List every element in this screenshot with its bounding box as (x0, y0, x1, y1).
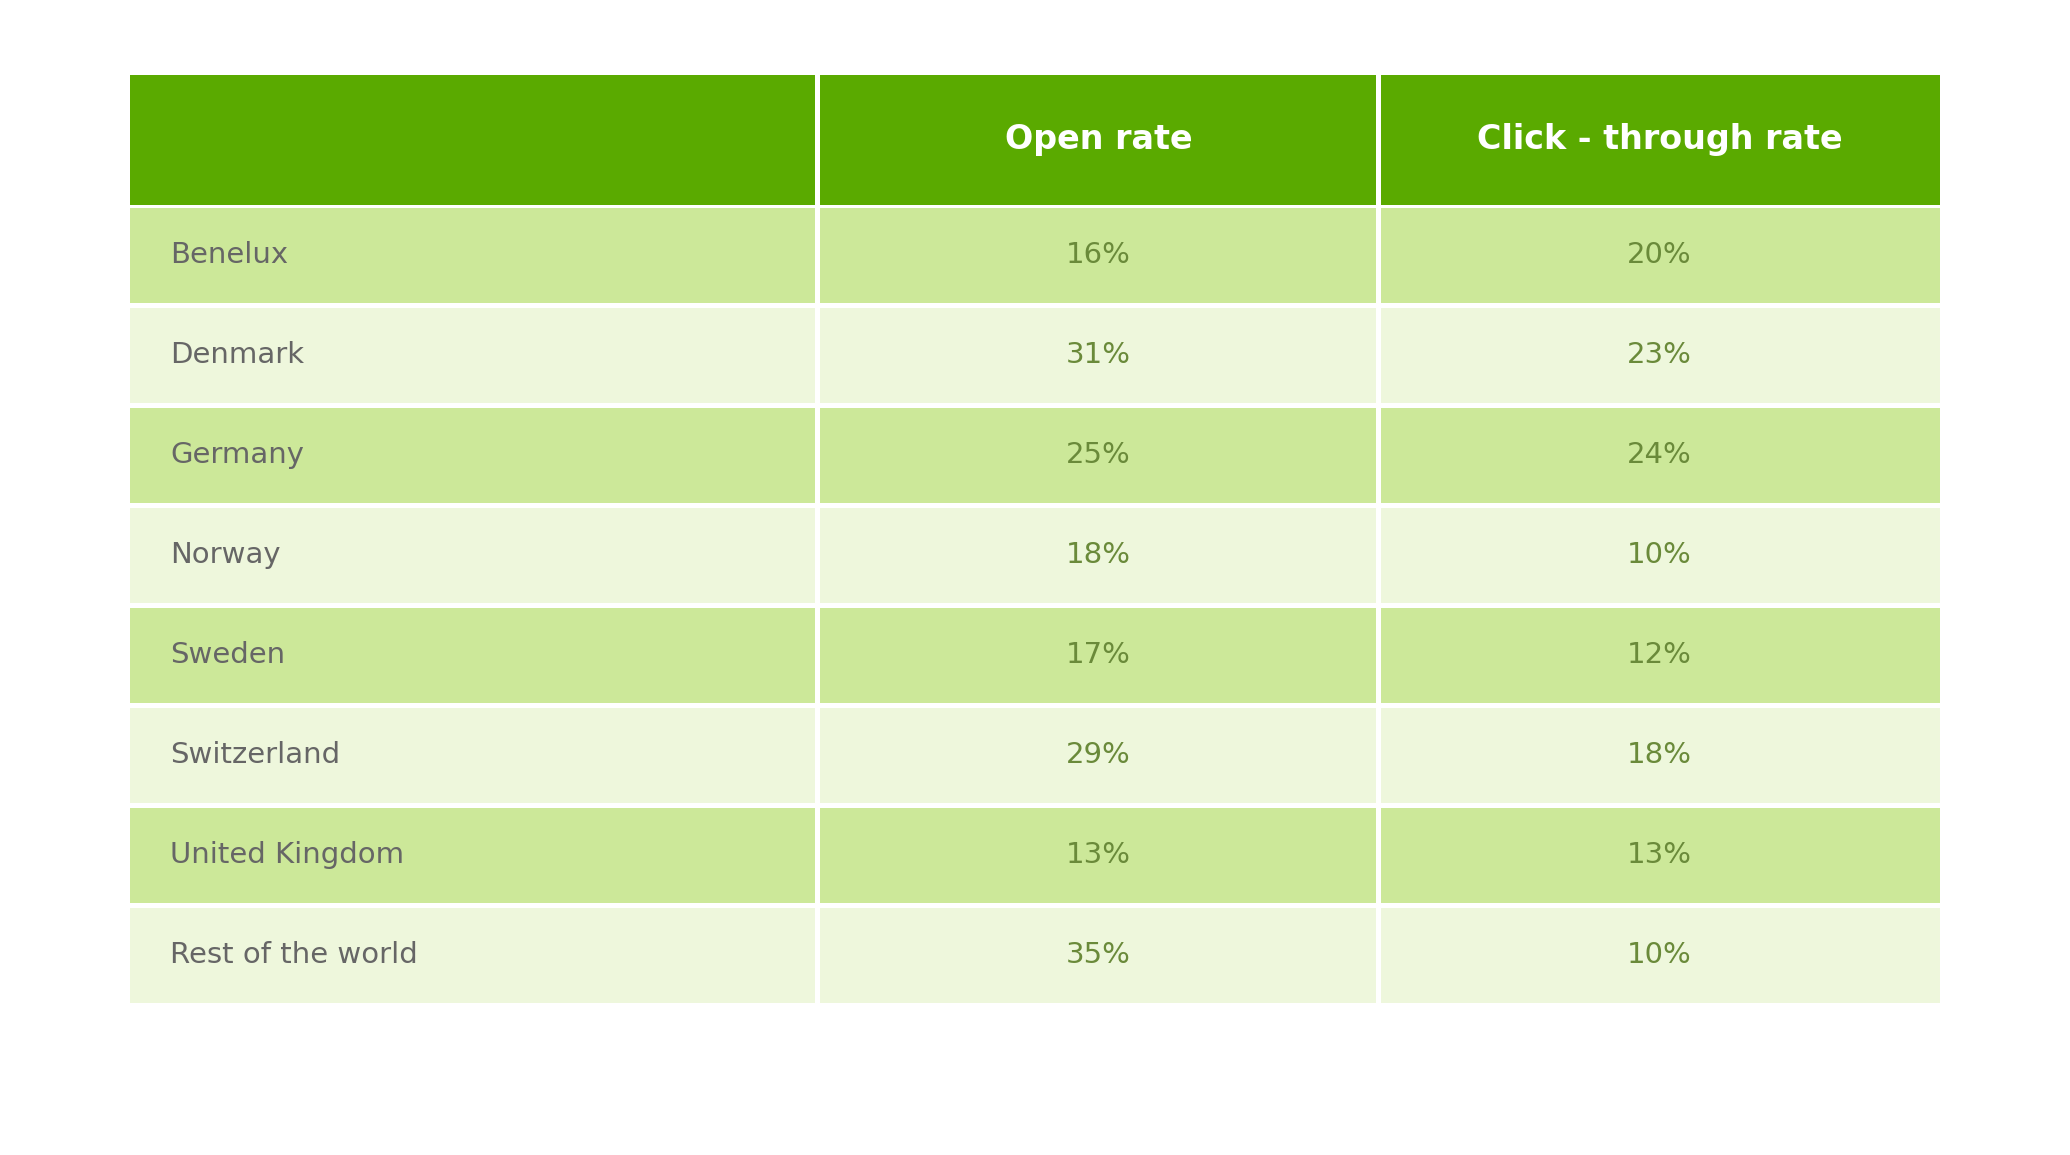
Bar (1379, 75, 1940, 204)
Bar (130, 608, 818, 702)
Bar (818, 608, 1379, 702)
Bar (816, 708, 820, 803)
Bar (1377, 708, 1381, 803)
Bar (130, 208, 818, 303)
Bar (1379, 908, 1940, 1003)
Text: United Kingdom: United Kingdom (170, 841, 404, 869)
Text: 18%: 18% (1627, 742, 1691, 769)
Bar (130, 507, 818, 603)
Text: 23%: 23% (1627, 341, 1691, 368)
Text: 35%: 35% (1066, 941, 1130, 969)
Bar (816, 75, 820, 204)
Bar (816, 507, 820, 603)
Text: 10%: 10% (1627, 541, 1691, 569)
Bar (1377, 307, 1381, 402)
Text: Germany: Germany (170, 441, 304, 469)
Bar (1379, 807, 1940, 902)
Text: 10%: 10% (1627, 941, 1691, 969)
Bar (130, 708, 818, 803)
Text: 25%: 25% (1066, 441, 1130, 469)
Text: Benelux: Benelux (170, 241, 288, 269)
Bar (818, 75, 1379, 204)
Text: Denmark: Denmark (170, 341, 304, 368)
Bar (818, 807, 1379, 902)
Text: 18%: 18% (1066, 541, 1130, 569)
Bar (130, 307, 818, 402)
Bar (130, 408, 818, 502)
Bar (1379, 307, 1940, 402)
Bar (818, 208, 1379, 303)
Bar (130, 807, 818, 902)
Text: Click - through rate: Click - through rate (1476, 124, 1842, 156)
Text: 12%: 12% (1627, 641, 1691, 669)
Bar (1379, 507, 1940, 603)
Text: 13%: 13% (1627, 841, 1691, 869)
Bar (816, 608, 820, 702)
Text: Norway: Norway (170, 541, 282, 569)
Bar (1377, 608, 1381, 702)
Text: Sweden: Sweden (170, 641, 286, 669)
Bar (1377, 908, 1381, 1003)
Bar (816, 807, 820, 902)
Bar (818, 307, 1379, 402)
Bar (816, 408, 820, 502)
Bar (1379, 608, 1940, 702)
Text: Rest of the world: Rest of the world (170, 941, 418, 969)
Bar (816, 208, 820, 303)
Text: Open rate: Open rate (1004, 124, 1192, 156)
Bar (1377, 208, 1381, 303)
Bar (1377, 408, 1381, 502)
Bar (818, 708, 1379, 803)
Text: 24%: 24% (1627, 441, 1691, 469)
Bar (1379, 708, 1940, 803)
Bar (1377, 75, 1381, 204)
Bar (130, 908, 818, 1003)
Text: Switzerland: Switzerland (170, 742, 339, 769)
Text: 17%: 17% (1066, 641, 1130, 669)
Bar (1377, 807, 1381, 902)
Text: 16%: 16% (1066, 241, 1130, 269)
Text: 13%: 13% (1066, 841, 1130, 869)
Bar (130, 75, 818, 204)
Bar (818, 507, 1379, 603)
Text: 29%: 29% (1066, 742, 1130, 769)
Bar (816, 307, 820, 402)
Text: 20%: 20% (1627, 241, 1691, 269)
Text: 31%: 31% (1066, 341, 1130, 368)
Bar (818, 408, 1379, 502)
Bar (1377, 507, 1381, 603)
Bar (816, 908, 820, 1003)
Bar (1379, 408, 1940, 502)
Bar (1379, 208, 1940, 303)
Bar (818, 908, 1379, 1003)
